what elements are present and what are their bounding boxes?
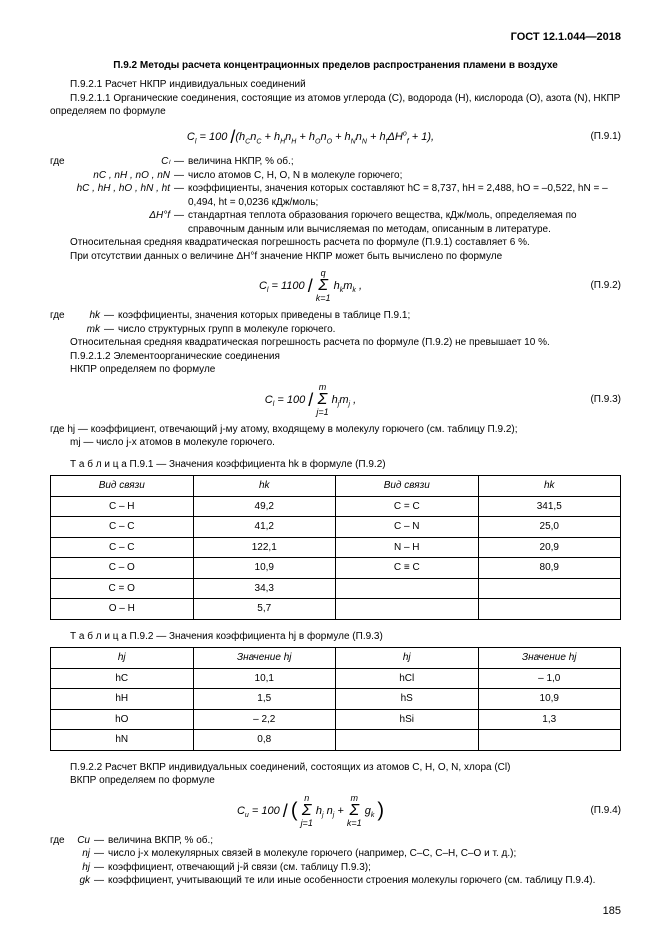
table-cell: 1,5 bbox=[193, 689, 336, 710]
equation-4: Cu = 100 / ( nΣj=1 hj nj + mΣk=1 gk ) bbox=[50, 794, 571, 828]
table-cell bbox=[478, 578, 621, 599]
table-cell: 10,9 bbox=[193, 558, 336, 579]
eq-num: (П.9.3) bbox=[571, 393, 621, 407]
table-cell: C – C bbox=[51, 517, 194, 538]
table-cell: N – H bbox=[336, 537, 479, 558]
where-block: гдеhk—коэффициенты, значения которых при… bbox=[50, 309, 621, 336]
table-cell: 10,1 bbox=[193, 668, 336, 689]
table-cell bbox=[336, 730, 479, 751]
where-block: гдеCₗ—величина НКПР, % об.; nC , nH , nO… bbox=[50, 155, 621, 236]
table-cell: C = C bbox=[336, 496, 479, 517]
table-caption: Т а б л и ц а П.9.1 — Значения коэффицие… bbox=[50, 458, 621, 472]
table-cell: hSi bbox=[336, 709, 479, 730]
para: mj — число j-х атомов в молекуле горючег… bbox=[50, 436, 621, 450]
table-cell: 341,5 bbox=[478, 496, 621, 517]
table-cell: hO bbox=[51, 709, 194, 730]
table-cell: hN bbox=[51, 730, 194, 751]
table-9-1: Вид связиhk Вид связиhk C – H49,2C = C34… bbox=[50, 475, 621, 620]
para: П.9.2.1 Расчет НКПР индивидуальных соеди… bbox=[50, 78, 621, 92]
table-cell: – 2,2 bbox=[193, 709, 336, 730]
table-cell: 1,3 bbox=[478, 709, 621, 730]
table-cell: 41,2 bbox=[193, 517, 336, 538]
equation-1: Cl = 100 /(hCnC + hHnH + hOnO + hNnN + h… bbox=[50, 125, 571, 149]
table-cell: 80,9 bbox=[478, 558, 621, 579]
table-cell bbox=[478, 599, 621, 620]
table-cell: C ≡ C bbox=[336, 558, 479, 579]
doc-header: ГОСТ 12.1.044—2018 bbox=[50, 30, 621, 45]
para: ВКПР определяем по формуле bbox=[50, 774, 621, 788]
table-cell bbox=[478, 730, 621, 751]
para: П.9.2.1.1 Органические соединения, состо… bbox=[50, 92, 621, 119]
table-cell: C – C bbox=[51, 537, 194, 558]
table-cell: 25,0 bbox=[478, 517, 621, 538]
table-cell: C – O bbox=[51, 558, 194, 579]
table-cell: 20,9 bbox=[478, 537, 621, 558]
table-cell: – 1,0 bbox=[478, 668, 621, 689]
table-9-2: hjЗначение hj hjЗначение hj hC10,1hCl– 1… bbox=[50, 647, 621, 751]
table-cell: C = O bbox=[51, 578, 194, 599]
para: Относительная средняя квадратическая пог… bbox=[50, 236, 621, 250]
table-cell: 34,3 bbox=[193, 578, 336, 599]
table-cell: hS bbox=[336, 689, 479, 710]
table-cell: 5,7 bbox=[193, 599, 336, 620]
para: Относительная средняя квадратическая пог… bbox=[50, 336, 621, 350]
section-title: П.9.2 Методы расчета концентрационных пр… bbox=[50, 59, 621, 73]
table-cell: hH bbox=[51, 689, 194, 710]
table-cell: hCl bbox=[336, 668, 479, 689]
para: П.9.2.1.2 Элементоорганические соединени… bbox=[50, 350, 621, 364]
where-block: гдеCu—величина ВКПР, % об.; nj—число j-х… bbox=[50, 834, 621, 888]
para: где hj — коэффициент, отвечающий j-му ат… bbox=[50, 423, 621, 437]
table-cell bbox=[336, 599, 479, 620]
table-cell: 0,8 bbox=[193, 730, 336, 751]
equation-3: Cl = 100 / mΣj=1 hjmj , bbox=[50, 383, 571, 417]
para: При отсутствии данных о величине ΔH°f зн… bbox=[50, 250, 621, 264]
table-cell: C – H bbox=[51, 496, 194, 517]
equation-2: Cl = 1100 / qΣk=1 hkmk , bbox=[50, 269, 571, 303]
table-cell: C – N bbox=[336, 517, 479, 538]
eq-num: (П.9.4) bbox=[571, 804, 621, 818]
table-cell: O – H bbox=[51, 599, 194, 620]
table-caption: Т а б л и ц а П.9.2 — Значения коэффицие… bbox=[50, 630, 621, 644]
eq-num: (П.9.2) bbox=[571, 279, 621, 293]
para: НКПР определяем по формуле bbox=[50, 363, 621, 377]
page-number: 185 bbox=[50, 904, 621, 919]
table-cell: 10,9 bbox=[478, 689, 621, 710]
eq-num: (П.9.1) bbox=[571, 130, 621, 144]
table-cell bbox=[336, 578, 479, 599]
para: П.9.2.2 Расчет ВКПР индивидуальных соеди… bbox=[50, 761, 621, 775]
table-cell: 49,2 bbox=[193, 496, 336, 517]
table-cell: 122,1 bbox=[193, 537, 336, 558]
table-cell: hC bbox=[51, 668, 194, 689]
